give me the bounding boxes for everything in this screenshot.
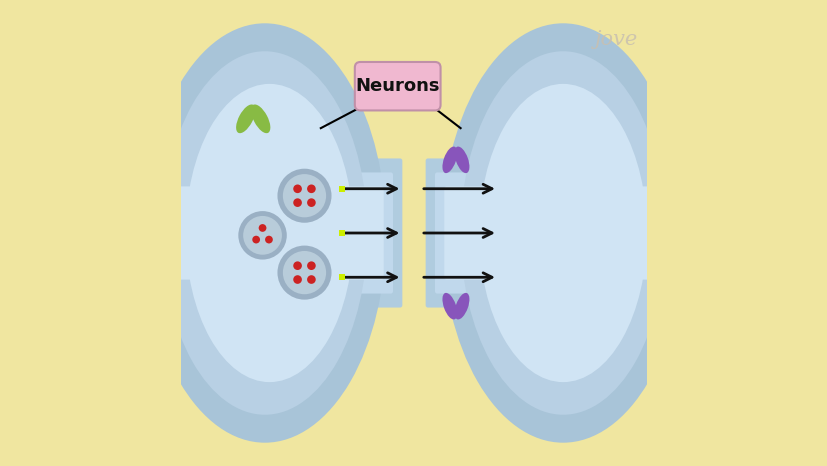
Circle shape [265,236,272,243]
FancyBboxPatch shape [355,62,440,110]
Circle shape [243,216,282,255]
Circle shape [307,199,315,207]
Circle shape [277,246,331,300]
Ellipse shape [460,51,665,415]
Text: jove: jove [595,30,638,49]
Text: Neurons: Neurons [355,77,439,95]
FancyBboxPatch shape [155,172,393,294]
Circle shape [307,261,315,270]
FancyBboxPatch shape [434,172,672,294]
Circle shape [293,185,302,193]
Ellipse shape [442,293,457,320]
Circle shape [238,211,286,260]
Circle shape [307,275,315,284]
FancyBboxPatch shape [155,186,383,280]
Circle shape [283,174,326,217]
Ellipse shape [442,23,683,443]
Circle shape [307,185,315,193]
Ellipse shape [185,84,353,382]
Ellipse shape [454,146,469,173]
FancyBboxPatch shape [444,186,672,280]
Circle shape [293,261,302,270]
Circle shape [277,169,331,223]
Ellipse shape [251,104,270,133]
Circle shape [252,236,260,243]
Ellipse shape [144,23,385,443]
Ellipse shape [442,146,457,173]
Circle shape [293,199,302,207]
FancyBboxPatch shape [425,158,672,308]
Circle shape [283,251,326,294]
Ellipse shape [454,293,469,320]
FancyBboxPatch shape [155,158,402,308]
Circle shape [293,275,302,284]
Ellipse shape [162,51,367,415]
Ellipse shape [236,104,256,133]
Ellipse shape [479,84,646,382]
Circle shape [258,224,266,232]
